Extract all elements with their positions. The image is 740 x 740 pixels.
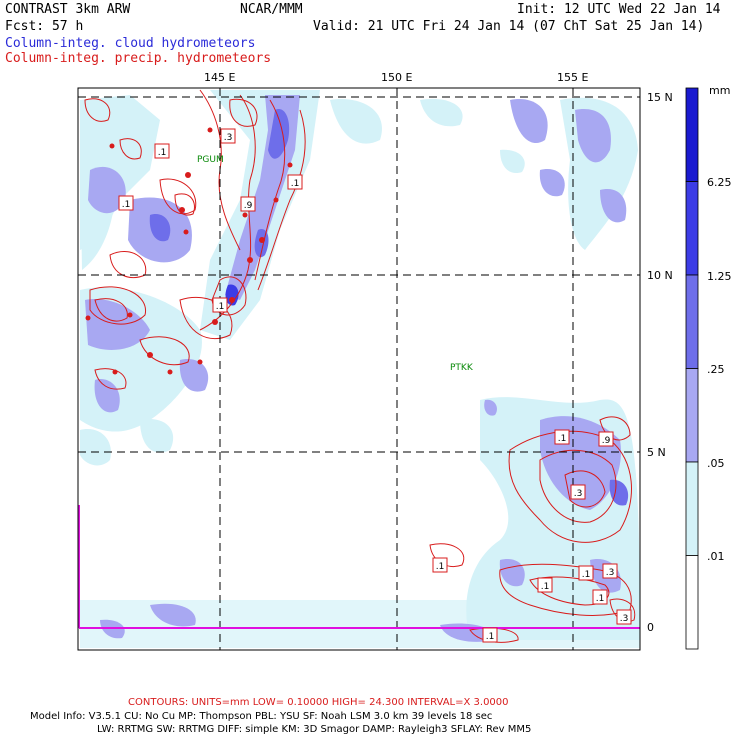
legend-colorbar: [685, 87, 699, 650]
contour-label-box: [212, 297, 228, 313]
contour-label-box: [220, 128, 236, 144]
contour-label-box: [578, 565, 594, 581]
contour-label: .1: [158, 148, 167, 158]
model-info-line2: LW: RRTMG SW: RRTMG DIFF: simple KM: 3D …: [97, 724, 532, 735]
contour-label: .3: [606, 568, 615, 578]
lat-label-15n: 15 N: [647, 91, 673, 104]
contour-label: .9: [602, 436, 611, 446]
domain-boundary: [78, 505, 640, 629]
lon-label-145: 145 E: [204, 71, 236, 84]
contour-label-box: [602, 563, 618, 579]
contour-label-box: [432, 557, 448, 573]
contour-label: .3: [574, 489, 583, 499]
contour-label: .1: [216, 302, 225, 312]
contour-label-box: [570, 484, 586, 500]
forecast-hour: Fcst: 57 h: [5, 19, 84, 34]
station-pgum: PGUM: [197, 155, 224, 165]
legend-level-0-01: .01: [707, 550, 725, 563]
contour-label-box: [598, 431, 614, 447]
contour-label: .1: [582, 570, 591, 580]
legend-level-6-25: 6.25: [707, 176, 732, 189]
legend-swatch: [685, 555, 699, 650]
legend-swatch: [685, 181, 699, 276]
lon-label-150: 150 E: [381, 71, 413, 84]
contour-label: .1: [596, 594, 605, 604]
lon-label-155: 155 E: [557, 71, 589, 84]
contour-label: .3: [620, 614, 629, 624]
contour-label-box: [287, 174, 303, 190]
contour-label: .1: [291, 179, 300, 189]
contour-label: .9: [244, 201, 253, 211]
lat-label-0: 0: [647, 621, 654, 634]
legend-level-1-25: 1.25: [707, 270, 732, 283]
valid-time: Valid: 21 UTC Fri 24 Jan 14 (07 ChT Sat …: [313, 19, 705, 34]
contour-label-box: [154, 143, 170, 159]
legend-swatch: [685, 274, 699, 369]
contour-label: .3: [224, 133, 233, 143]
contour-label-box: [118, 195, 134, 211]
lat-label-10n: 10 N: [647, 269, 673, 282]
field-cloud-label: Column-integ. cloud hydrometeors: [5, 36, 256, 51]
contour-label-box: [240, 196, 256, 212]
contour-label-box: [592, 589, 608, 605]
contour-label-box: [554, 429, 570, 445]
contour-label: .1: [541, 582, 550, 592]
legend-level-0-05: .05: [707, 457, 725, 470]
contour-label: .1: [486, 632, 495, 642]
contour-label: .1: [436, 562, 445, 572]
model-title: CONTRAST 3km ARW: [5, 2, 131, 17]
legend-swatch: [685, 368, 699, 463]
lat-label-5n: 5 N: [647, 446, 666, 459]
field-precip-label: Column-integ. precip. hydrometeors: [5, 51, 272, 66]
contour-label-box: [537, 577, 553, 593]
center-name: NCAR/MMM: [240, 2, 303, 17]
contour-label-box: [482, 627, 498, 643]
contour-labels: .3 .1 .1 .1 .9 .1 .1 .9 .3 .1 .1 .3 .1 .1 .3 .1: [118, 128, 632, 643]
contour-info: CONTOURS: UNITS=mm LOW= 0.10000 HIGH= 24…: [128, 697, 509, 708]
legend-level-0-25: .25: [707, 363, 725, 376]
legend-swatch: [685, 461, 699, 556]
contour-label-box: [616, 609, 632, 625]
legend-units: mm: [709, 84, 731, 97]
contour-label: .1: [558, 434, 567, 444]
contour-label: .1: [122, 200, 131, 210]
map-frame: [77, 87, 641, 651]
model-info-line1: Model Info: V3.5.1 CU: No Cu MP: Thompso…: [30, 711, 493, 722]
init-time: Init: 12 UTC Wed 22 Jan 14: [517, 2, 721, 17]
heavy-precip-cells: [85, 127, 293, 375]
station-ptkk: PTKK: [450, 363, 474, 373]
legend-swatch: [685, 87, 699, 182]
latlon-grid: [78, 88, 640, 650]
